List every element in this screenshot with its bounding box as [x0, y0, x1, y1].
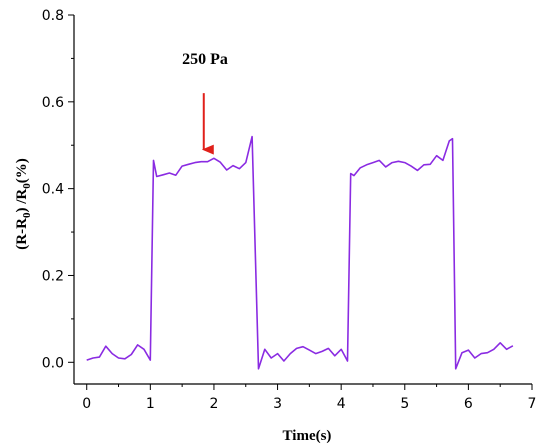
- y-axis-title-part-3: (%): [14, 158, 30, 183]
- y-tick-label: 0.6: [42, 95, 64, 111]
- y-axis-title-part-1: (R-R: [14, 218, 30, 250]
- y-axis-title: (R-R0) /R0(%): [14, 158, 33, 249]
- y-tick-label: 0.2: [42, 268, 64, 284]
- y-axis-title-part-2: ) /R: [14, 189, 30, 213]
- x-tick-label: 6: [464, 396, 473, 412]
- plot-area: [73, 15, 532, 385]
- y-axis-title-sub-1: 0: [21, 212, 33, 218]
- series-line: [86, 135, 514, 370]
- x-axis: 0 1 2 3 4 5 6 7: [82, 384, 536, 412]
- y-axis-title-sub-2: 0: [21, 183, 33, 189]
- x-tick-label: 1: [146, 396, 155, 412]
- y-axis: 0.0 0.2 0.4 0.6 0.8: [42, 8, 74, 371]
- series-layer: [86, 135, 514, 370]
- y-tick-label: 0.0: [42, 355, 64, 371]
- annotation-label: 250 Pa: [182, 51, 228, 68]
- x-tick-label: 4: [337, 396, 346, 412]
- x-tick-label: 5: [400, 396, 409, 412]
- x-tick-label: 7: [528, 396, 537, 412]
- y-tick-label: 0.4: [42, 182, 64, 198]
- x-tick-label: 3: [273, 396, 282, 412]
- x-tick-label: 2: [209, 396, 218, 412]
- annotation-layer: 250 Pa: [182, 51, 228, 155]
- x-tick-label: 0: [82, 396, 91, 412]
- x-axis-title: Time(s): [283, 428, 332, 444]
- y-tick-label: 0.8: [42, 8, 64, 24]
